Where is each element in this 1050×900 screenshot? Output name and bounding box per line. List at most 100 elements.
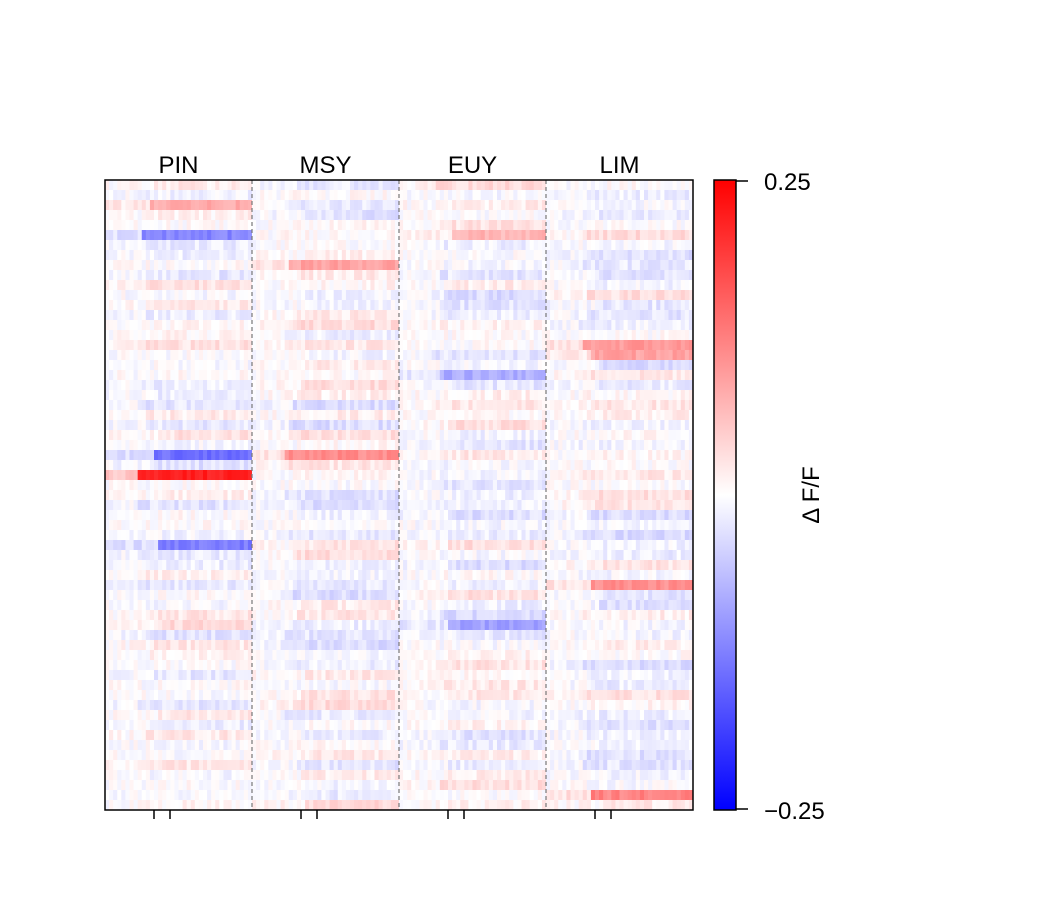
heatmap-cell [137,790,143,801]
heatmap-cell [207,790,212,801]
heatmap-cell [125,740,130,751]
heatmap-cell [476,300,482,311]
heatmap-cell [215,300,220,311]
heatmap-cell [284,550,290,561]
heatmap-cell [125,650,130,661]
heatmap-cell [243,370,249,381]
heatmap-cell [345,400,351,411]
heatmap-cell [223,430,228,441]
heatmap-cell [260,700,265,711]
heatmap-cell [386,740,392,751]
heatmap-cell [386,220,392,231]
heatmap-cell [109,240,114,251]
heatmap-cell [125,380,130,391]
heatmap-cell [354,660,359,671]
heatmap-cell [358,410,363,421]
heatmap-cell [525,200,531,211]
heatmap-cell [358,640,363,651]
heatmap-cell [280,720,286,731]
heatmap-cell [235,190,241,201]
heatmap-cell [190,390,196,401]
heatmap-cell [239,800,245,810]
heatmap-cell [313,610,318,621]
heatmap-cell [354,280,359,291]
heatmap-cell [280,450,286,461]
heatmap-cell [374,510,379,521]
heatmap-cell [492,190,498,201]
heatmap-cell [178,500,183,511]
heatmap-cell [390,190,396,201]
heatmap-cell [366,720,371,731]
heatmap-cell [174,330,179,341]
heatmap-cell [484,210,490,221]
heatmap-cell [121,630,126,641]
heatmap-cell [243,690,249,701]
heatmap-cell [252,350,257,361]
heatmap-cell [292,440,298,451]
heatmap-cell [125,460,130,471]
heatmap-cell [272,300,277,311]
heatmap-cell [333,740,339,751]
heatmap-cell [350,500,355,511]
heatmap-cell [243,730,249,741]
heatmap-cell [284,710,290,721]
heatmap-cell [341,480,347,491]
heatmap-cell [121,670,126,681]
heatmap-cell [182,560,188,571]
heatmap-cell [137,470,143,481]
heatmap-cell [149,610,155,621]
heatmap-cell [321,730,326,741]
heatmap-cell [227,380,232,391]
heatmap-cell [117,760,122,771]
heatmap-cell [317,280,322,291]
heatmap-cell [378,200,384,211]
heatmap-cell [394,740,400,751]
heatmap-cell [337,560,343,571]
heatmap-cell [227,680,232,691]
heatmap-cell [464,240,469,251]
heatmap-cell [374,490,379,501]
heatmap-cell [264,760,269,771]
heatmap-cell [309,480,314,491]
heatmap-cell [358,220,363,231]
heatmap-cell [350,460,355,471]
heatmap-cell [223,550,228,561]
heatmap-cell [521,280,526,291]
heatmap-cell [541,260,547,271]
heatmap-cell [105,700,110,711]
heatmap-cell [194,600,200,611]
heatmap-cell [288,620,294,631]
heatmap-cell [252,650,257,661]
heatmap-cell [313,360,318,371]
heatmap-cell [186,500,192,511]
heatmap-cell [296,610,302,621]
heatmap-cell [149,800,155,810]
heatmap-cell [149,780,155,791]
heatmap-cell [247,730,253,741]
heatmap-cell [292,760,298,771]
heatmap-cell [448,190,453,201]
heatmap-cell [264,450,269,461]
heatmap-cell [272,380,277,391]
heatmap-cell [264,480,269,491]
heatmap-cell [329,370,335,381]
heatmap-cell [162,420,167,431]
heatmap-cell [362,410,367,421]
heatmap-cell [468,220,473,231]
heatmap-cell [133,660,139,671]
heatmap-cell [190,420,196,431]
heatmap-cell [121,760,126,771]
heatmap-cell [276,690,281,701]
heatmap-cell [264,360,269,371]
heatmap-cell [158,780,163,791]
heatmap-cell [521,220,526,231]
heatmap-cell [333,200,339,211]
heatmap-cell [541,290,547,301]
heatmap-cell [366,780,371,791]
heatmap-cell [243,410,249,421]
heatmap-cell [129,670,134,681]
heatmap-cell [501,180,506,191]
heatmap-cell [207,430,212,441]
heatmap-cell [247,670,253,681]
heatmap-cell [215,600,220,611]
